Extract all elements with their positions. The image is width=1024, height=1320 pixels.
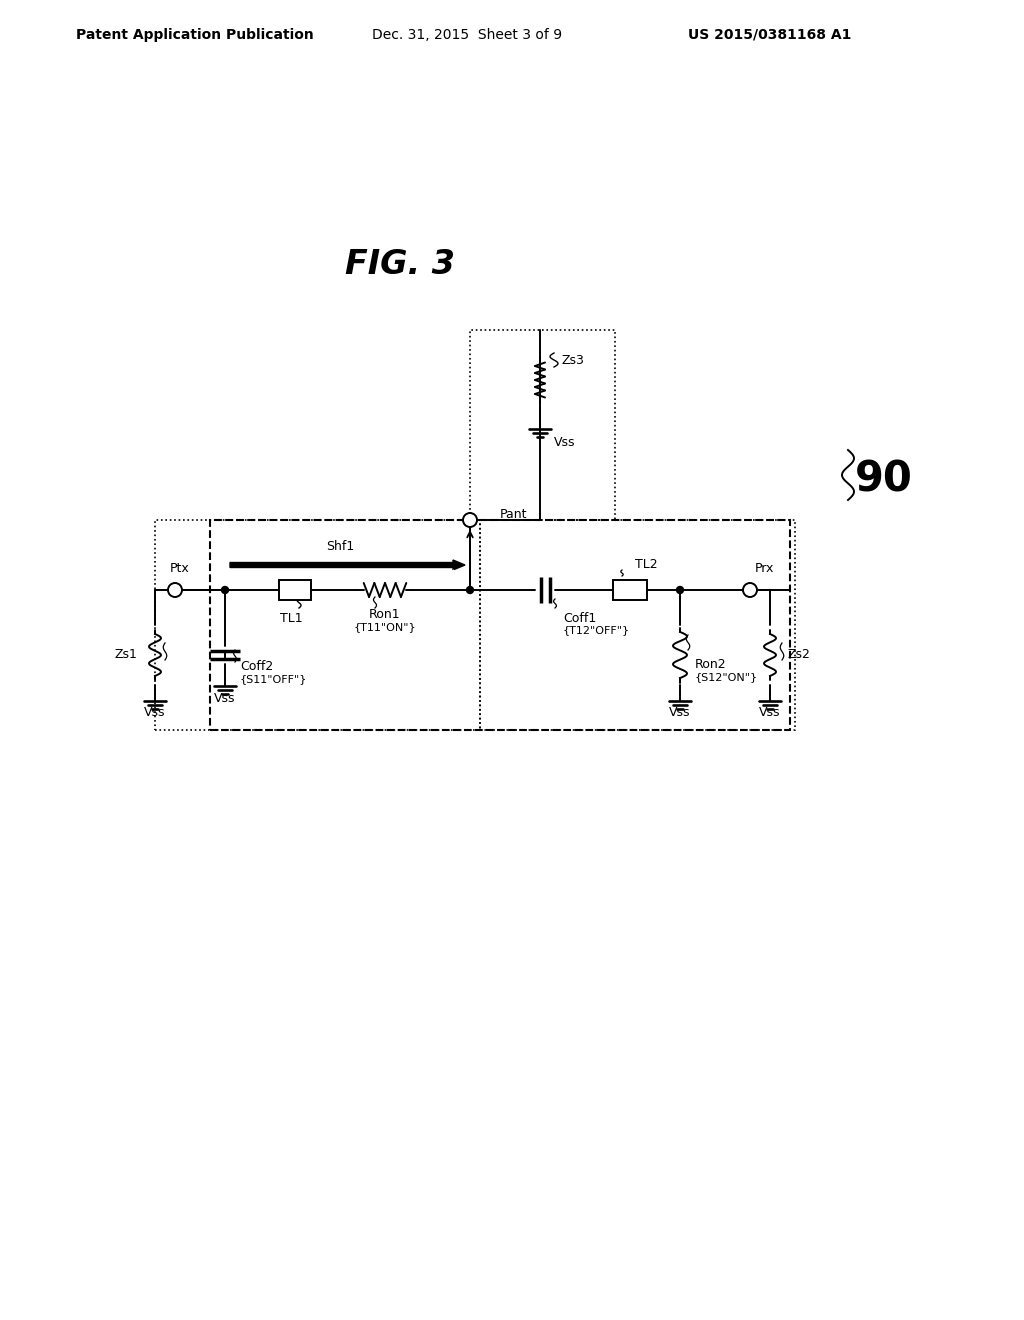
Bar [210, 520, 790, 730]
Circle shape [168, 583, 182, 597]
Circle shape [743, 583, 757, 597]
Text: Vss: Vss [759, 706, 780, 719]
Bar [613, 579, 647, 601]
Bar [279, 579, 311, 601]
Text: FIG. 3: FIG. 3 [345, 248, 455, 281]
Bar [470, 330, 615, 520]
Text: Coff1: Coff1 [563, 611, 596, 624]
Bar [480, 520, 795, 730]
Circle shape [463, 513, 477, 527]
Circle shape [467, 586, 473, 594]
Text: Vss: Vss [144, 706, 166, 719]
Text: Patent Application Publication: Patent Application Publication [76, 28, 314, 42]
Text: Zs2: Zs2 [788, 648, 811, 661]
Text: US 2015/0381168 A1: US 2015/0381168 A1 [688, 28, 852, 42]
Text: Ptx: Ptx [170, 561, 189, 574]
Text: Vss: Vss [214, 693, 236, 705]
Circle shape [677, 586, 683, 594]
Text: Vss: Vss [554, 436, 575, 449]
Text: {T11"ON"}: {T11"ON"} [353, 622, 417, 632]
Bar [155, 520, 480, 730]
Circle shape [221, 586, 228, 594]
Text: Dec. 31, 2015  Sheet 3 of 9: Dec. 31, 2015 Sheet 3 of 9 [372, 28, 562, 42]
Text: Shf1: Shf1 [326, 540, 354, 553]
Text: Ron1: Ron1 [370, 609, 400, 622]
Text: 90: 90 [855, 459, 912, 502]
Text: Zs3: Zs3 [562, 354, 585, 367]
Text: {S12"ON"}: {S12"ON"} [695, 672, 758, 682]
Text: {S11"OFF"}: {S11"OFF"} [240, 675, 307, 684]
Text: TL1: TL1 [280, 611, 302, 624]
Text: Coff2: Coff2 [240, 660, 273, 673]
Text: Vss: Vss [670, 706, 691, 719]
Text: Pant: Pant [500, 508, 527, 521]
Text: {T12"OFF"}: {T12"OFF"} [563, 624, 630, 635]
Text: Prx: Prx [755, 561, 774, 574]
FancyArrow shape [230, 570, 465, 579]
Text: Ron2: Ron2 [695, 659, 727, 672]
Text: Zs1: Zs1 [114, 648, 137, 661]
Text: TL2: TL2 [635, 557, 657, 570]
FancyArrow shape [230, 560, 465, 570]
